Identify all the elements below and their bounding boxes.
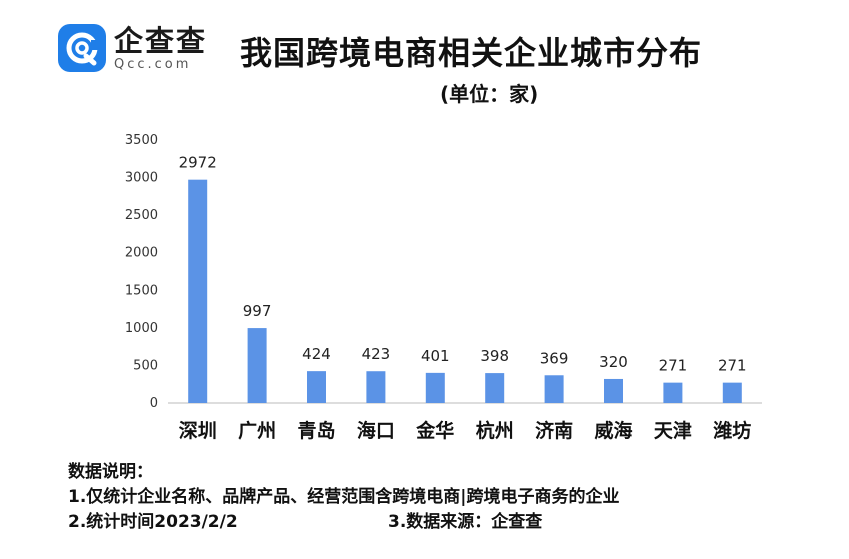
qcc-logo-icon bbox=[58, 24, 106, 72]
bar-value-label: 369 bbox=[540, 349, 569, 367]
logo-name-en: Qcc.com bbox=[114, 56, 192, 72]
y-tick-label: 2000 bbox=[125, 246, 158, 261]
bar bbox=[307, 371, 326, 403]
notes-row: 2.统计时间2023/2/2 3.数据来源：企查查 bbox=[68, 510, 620, 535]
x-category-label: 天津 bbox=[654, 419, 692, 442]
x-category-label: 潍坊 bbox=[712, 419, 751, 442]
bar-value-label: 271 bbox=[659, 357, 688, 375]
y-tick-label: 1500 bbox=[125, 283, 158, 298]
x-category-label: 海口 bbox=[357, 419, 395, 442]
bar-value-label: 271 bbox=[718, 357, 747, 375]
bar-value-label: 320 bbox=[599, 353, 628, 371]
bar bbox=[247, 328, 267, 403]
y-tick-label: 500 bbox=[133, 358, 158, 373]
y-tick-label: 3000 bbox=[125, 171, 158, 186]
bar bbox=[188, 179, 208, 403]
bar-value-label: 401 bbox=[421, 347, 450, 365]
chart-title: 我国跨境电商相关企业城市分布 bbox=[240, 34, 703, 72]
x-category-label: 杭州 bbox=[476, 419, 514, 442]
notes-line-1: 1.仅统计企业名称、品牌产品、经营范围含跨境电商|跨境电子商务的企业 bbox=[68, 487, 620, 507]
bar bbox=[425, 372, 445, 403]
logo-name-cn: 企查查 bbox=[114, 23, 208, 58]
bar-value-label: 423 bbox=[362, 345, 391, 363]
bar bbox=[544, 375, 564, 403]
bar bbox=[485, 373, 505, 403]
notes-line-2: 2.统计时间2023/2/2 bbox=[68, 512, 238, 532]
y-tick-label: 0 bbox=[150, 396, 158, 411]
bar-value-label: 997 bbox=[243, 302, 272, 320]
bar-value-label: 424 bbox=[302, 345, 331, 363]
bar bbox=[722, 382, 742, 403]
bar bbox=[366, 371, 386, 403]
x-category-label: 广州 bbox=[238, 419, 276, 442]
y-tick-label: 1000 bbox=[125, 321, 158, 336]
x-category-label: 济南 bbox=[535, 419, 573, 442]
x-category-label: 青岛 bbox=[297, 419, 335, 442]
bar-value-label: 2972 bbox=[179, 154, 217, 172]
bar bbox=[663, 382, 683, 403]
notes-heading: 数据说明： bbox=[68, 462, 153, 482]
notes-line-3: 3.数据来源：企查查 bbox=[388, 512, 543, 532]
brand-logo: 企查查 Qcc.com bbox=[58, 24, 207, 72]
x-category-label: 威海 bbox=[594, 419, 632, 442]
notes: 数据说明： 1.仅统计企业名称、品牌产品、经营范围含跨境电商|跨境电子商务的企业… bbox=[68, 460, 620, 535]
bar bbox=[604, 378, 623, 403]
y-tick-label: 3500 bbox=[125, 133, 158, 148]
y-tick-label: 2500 bbox=[125, 208, 158, 223]
logo-text: 企查查 Qcc.com bbox=[114, 25, 207, 72]
bar-value-label: 398 bbox=[480, 347, 509, 365]
x-category-label: 金华 bbox=[415, 419, 454, 442]
chart-subtitle: (单位：家) bbox=[440, 82, 539, 106]
x-category-label: 深圳 bbox=[179, 419, 217, 442]
